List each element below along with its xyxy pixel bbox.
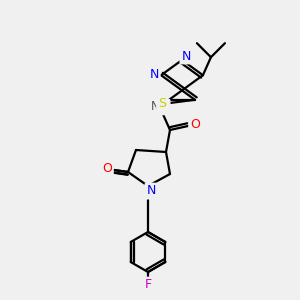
Text: O: O xyxy=(102,163,112,176)
Text: N: N xyxy=(149,68,159,81)
Text: NH: NH xyxy=(151,100,169,113)
Text: N: N xyxy=(181,50,191,62)
Text: N: N xyxy=(146,184,156,197)
Text: F: F xyxy=(144,278,152,292)
Text: O: O xyxy=(190,118,200,131)
Text: S: S xyxy=(158,97,166,110)
